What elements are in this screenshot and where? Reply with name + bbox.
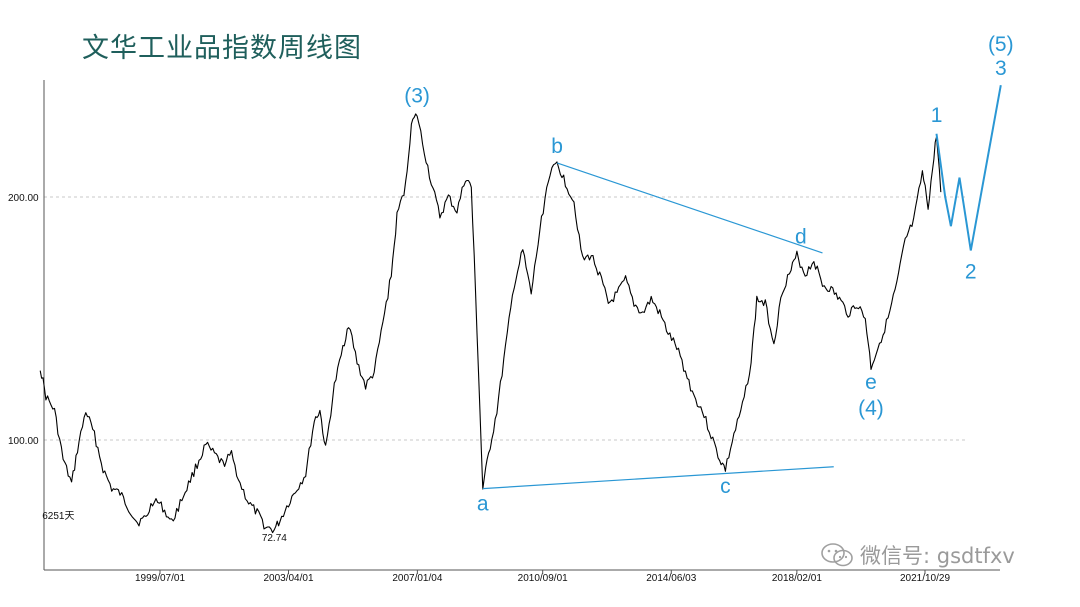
wave-label-7: 1 bbox=[931, 104, 943, 127]
wave-label-0: (3) bbox=[404, 84, 430, 107]
label-layer: (3) a b c d e (4) 1 2 3(5) 72.74 6251天 bbox=[42, 33, 1013, 544]
trendline-layer bbox=[482, 162, 834, 490]
projection-layer bbox=[935, 85, 1002, 251]
grid-layer bbox=[44, 196, 968, 441]
wechat-icon bbox=[821, 543, 853, 567]
wave-label-5: e bbox=[865, 371, 877, 394]
wave-label-8: 2 bbox=[965, 260, 977, 283]
x-tick-label-3: 2010/09/01 bbox=[518, 573, 568, 584]
price-series-line bbox=[39, 113, 942, 534]
axis-layer: 100.00 200.00 1999/07/01 2003/04/01 2007/01/… bbox=[8, 80, 1000, 584]
wave-label-2: b bbox=[551, 135, 563, 158]
x-tick-label-1: 2003/04/01 bbox=[263, 573, 313, 584]
chart-text-label-1: 6251天 bbox=[42, 511, 74, 522]
projected-wave-path bbox=[935, 85, 1002, 251]
wave-label-6: (4) bbox=[858, 397, 884, 420]
x-tick-label-6: 2021/10/29 bbox=[900, 573, 950, 584]
trendline-1 bbox=[556, 162, 823, 254]
x-tick-label-4: 2014/06/03 bbox=[646, 573, 696, 584]
x-tick-label-2: 2007/01/04 bbox=[392, 573, 442, 584]
watermark-text: 微信号: gsdtfxv bbox=[860, 544, 1015, 568]
wave-label-9: 3 bbox=[995, 57, 1007, 80]
chart-title: 文华工业品指数周线图 bbox=[82, 33, 362, 64]
wave-label-1: a bbox=[477, 493, 489, 516]
y-tick-label-1: 200.00 bbox=[8, 193, 39, 204]
wave-label-10: (5) bbox=[988, 33, 1014, 56]
y-tick-label-0: 100.00 bbox=[8, 436, 39, 447]
chart-text-label-0: 72.74 bbox=[262, 533, 287, 544]
x-tick-label-5: 2018/02/01 bbox=[772, 573, 822, 584]
watermark: 微信号: gsdtfxv bbox=[820, 540, 1015, 570]
price-layer bbox=[39, 113, 942, 534]
wave-label-3: c bbox=[720, 475, 731, 498]
trendline-0 bbox=[482, 466, 834, 490]
wave-label-4: d bbox=[795, 225, 807, 248]
x-tick-label-0: 1999/07/01 bbox=[135, 573, 185, 584]
